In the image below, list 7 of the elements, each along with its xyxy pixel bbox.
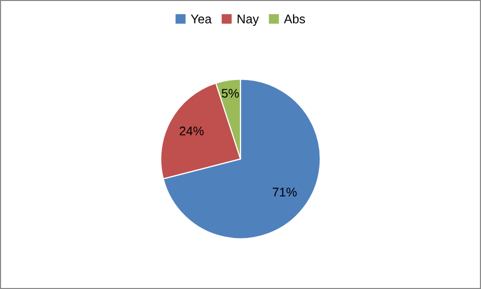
pie-slice <box>162 78 321 240</box>
legend-label: Nay <box>238 14 259 26</box>
legend-label: Yea <box>190 14 212 24</box>
legend-label: Abs <box>284 14 305 24</box>
data-label: 5% <box>222 88 239 98</box>
data-label: 71% <box>272 188 297 196</box>
data-label: 24% <box>180 126 204 136</box>
